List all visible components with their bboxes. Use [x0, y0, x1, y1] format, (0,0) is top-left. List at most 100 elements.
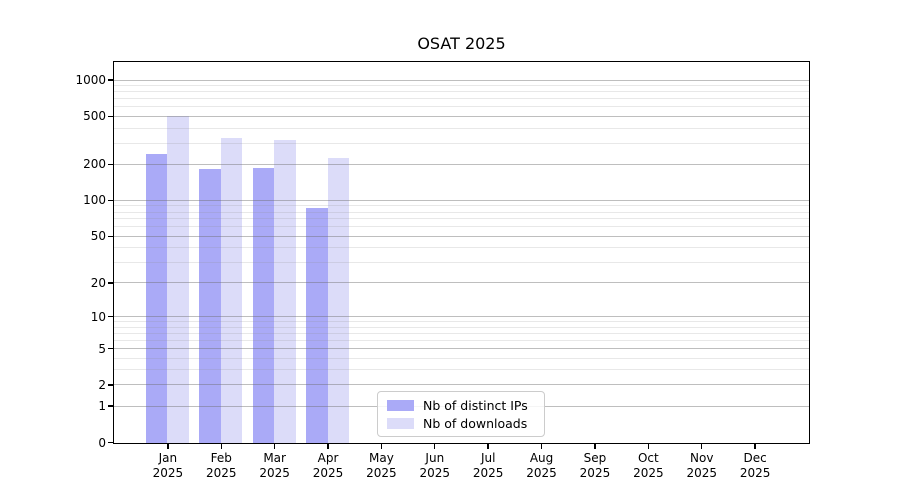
bar-downloads	[274, 140, 296, 443]
x-tick-mark	[701, 444, 703, 449]
minor-gridline	[114, 339, 809, 341]
bar-downloads	[327, 157, 350, 443]
x-tick-mark	[167, 444, 169, 449]
y-tick-mark	[108, 235, 113, 237]
x-tick-month: Jan	[158, 451, 178, 465]
bar-downloads	[220, 137, 243, 443]
y-tick-mark	[108, 199, 113, 202]
x-tick-mark	[220, 444, 222, 449]
y-tick-label: 1000	[75, 73, 106, 88]
x-tick-month: Aug	[529, 451, 554, 465]
x-tick-year: 2025	[259, 466, 290, 480]
x-tick-month: Jul	[480, 451, 496, 465]
minor-gridline	[114, 218, 809, 220]
minor-gridline	[114, 98, 809, 100]
y-tick-mark	[108, 405, 113, 407]
x-tick-year: 2025	[579, 466, 611, 480]
x-tick-label: Apr 2025	[296, 451, 360, 481]
x-tick-month: Jun	[425, 451, 445, 465]
major-gridline	[114, 163, 809, 165]
x-tick-year: 2025	[205, 466, 237, 480]
x-tick-month: Oct	[637, 451, 659, 465]
minor-gridline	[114, 91, 809, 93]
x-tick-label: Jan 2025	[136, 451, 200, 481]
minor-gridline	[114, 142, 809, 144]
bar-distinct-ips	[145, 154, 168, 443]
x-tick-year: 2025	[686, 466, 717, 480]
x-tick-label: Sep 2025	[563, 451, 627, 481]
x-tick-month: Sep	[583, 451, 607, 465]
y-tick-mark	[108, 441, 113, 444]
y-tick-label: 100	[83, 193, 106, 208]
x-tick-year: 2025	[312, 466, 344, 480]
y-tick-label: 5	[98, 341, 106, 356]
minor-gridline	[114, 326, 809, 328]
x-tick-label: Jun 2025	[403, 451, 467, 481]
x-tick-label: Nov 2025	[670, 451, 734, 481]
major-gridline	[114, 199, 809, 201]
legend-swatch	[387, 399, 414, 411]
bar-downloads	[167, 116, 189, 443]
x-tick-year: 2025	[739, 466, 771, 480]
x-tick-month: May	[369, 451, 394, 465]
minor-gridline	[114, 247, 809, 249]
x-tick-mark	[647, 444, 650, 449]
major-gridline	[114, 79, 809, 81]
x-tick-year: 2025	[472, 466, 504, 480]
chart-title: OSAT 2025	[417, 34, 506, 53]
minor-gridline	[114, 261, 809, 263]
legend-label: Nb of distinct IPs	[423, 397, 528, 413]
legend: Nb of distinct IPs Nb of downloads	[377, 391, 545, 437]
x-tick-month: Apr	[317, 451, 339, 465]
minor-gridline	[114, 106, 809, 108]
x-tick-label: Mar 2025	[243, 451, 307, 481]
x-tick-label: Aug 2025	[510, 451, 574, 481]
major-gridline	[114, 348, 809, 350]
minor-gridline	[114, 332, 809, 334]
major-gridline	[114, 115, 809, 117]
y-tick-mark	[108, 163, 113, 166]
x-tick-label: Feb 2025	[189, 451, 253, 481]
major-gridline	[114, 235, 809, 237]
minor-gridline	[114, 85, 809, 87]
x-tick-mark	[273, 444, 276, 449]
y-tick-mark	[108, 384, 113, 386]
x-tick-mark	[434, 444, 436, 449]
major-gridline	[114, 384, 809, 386]
y-tick-label: 1	[98, 399, 106, 414]
legend-swatch	[387, 417, 414, 429]
x-tick-label: Jul 2025	[456, 451, 520, 481]
major-gridline	[114, 282, 809, 284]
x-tick-year: 2025	[366, 466, 397, 480]
y-tick-mark	[108, 316, 113, 318]
minor-gridline	[114, 205, 809, 207]
x-tick-mark	[754, 444, 756, 449]
x-tick-label: Dec 2025	[723, 451, 787, 481]
minor-gridline	[114, 357, 809, 359]
x-tick-year: 2025	[633, 466, 664, 480]
y-tick-mark	[108, 115, 113, 118]
plot-area: Nb of distinct IPs Nb of downloads	[113, 61, 810, 444]
minor-gridline	[114, 127, 809, 129]
x-tick-mark	[380, 444, 383, 449]
x-tick-year: 2025	[526, 466, 557, 480]
legend-row: Nb of distinct IPs	[387, 398, 535, 413]
y-tick-label: 2	[98, 377, 106, 392]
y-tick-label: 500	[83, 109, 106, 124]
major-gridline	[114, 316, 809, 318]
x-tick-month: Feb	[210, 451, 232, 465]
x-tick-label: Oct 2025	[616, 451, 680, 481]
legend-row: Nb of downloads	[387, 416, 535, 431]
x-tick-mark	[327, 444, 329, 449]
x-tick-year: 2025	[152, 466, 184, 480]
minor-gridline	[114, 226, 809, 228]
minor-gridline	[114, 321, 809, 323]
y-tick-label: 20	[90, 275, 106, 290]
y-tick-mark	[108, 347, 113, 350]
y-tick-mark	[108, 79, 113, 81]
x-tick-mark	[540, 444, 543, 449]
y-tick-mark	[108, 282, 113, 284]
x-tick-month: Dec	[743, 451, 767, 465]
minor-gridline	[114, 369, 809, 371]
